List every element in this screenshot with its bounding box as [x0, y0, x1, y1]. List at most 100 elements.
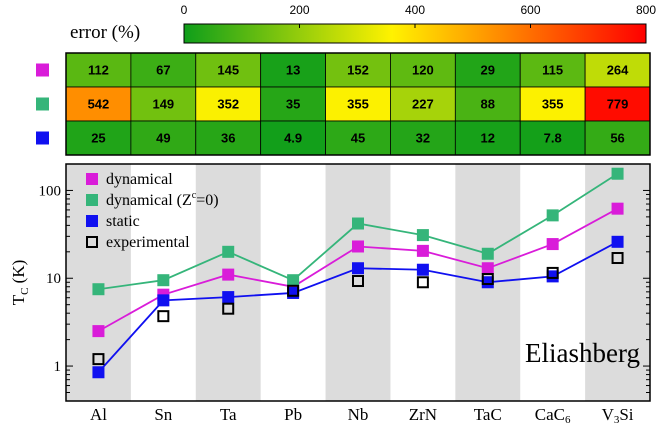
heatmap-cell [390, 120, 456, 156]
heatmap-cell-label: 152 [347, 63, 369, 78]
annotation: Eliashberg [525, 338, 640, 368]
data-point [416, 263, 429, 276]
heatmap-cell-label: 145 [217, 63, 239, 78]
x-tick-label-main: Pb [284, 405, 302, 424]
y-axis-label-unit: (K) [9, 260, 28, 288]
heatmap-cell-label: 88 [481, 97, 495, 112]
legend-marker [86, 236, 98, 248]
legend-label-main: static [106, 213, 140, 230]
legend-label-tail: =0) [196, 192, 218, 209]
data-point [611, 167, 624, 180]
x-tick-label: CaC6 [535, 405, 571, 426]
plot-frame [65, 163, 651, 402]
heatmap-cell-label: 29 [481, 63, 495, 78]
x-tick-label: Al [90, 405, 107, 424]
data-point [352, 240, 364, 253]
row-marker-2 [36, 131, 49, 145]
heatmap-cell [260, 86, 326, 122]
x-tick-label: Nb [348, 405, 369, 424]
data-point [546, 238, 559, 251]
x-tick-label-main: Sn [154, 405, 172, 424]
data-point [352, 275, 364, 288]
colorbar-tick-label: 600 [520, 3, 540, 17]
x-tick-label-tail: Si [619, 405, 633, 424]
data-point [157, 274, 170, 287]
y-tick-label: 10 [46, 271, 61, 287]
heatmap-cell-label: 56 [610, 131, 624, 146]
data-point [222, 291, 235, 304]
data-point [416, 229, 429, 242]
heatmap-cell-label: 355 [347, 97, 369, 112]
y-tick-label: 100 [39, 183, 62, 199]
heatmap-cell [195, 120, 262, 156]
data-point [287, 284, 300, 297]
legend-label: dynamical [106, 171, 173, 188]
data-point [481, 262, 494, 275]
heatmap-cell-label: 49 [156, 131, 170, 146]
x-tick-label-main: Ta [220, 405, 237, 424]
heatmap-cell-label: 67 [156, 63, 170, 78]
legend-label-main: dynamical (Z [106, 192, 192, 209]
shaded-column [195, 164, 261, 401]
colorbar-tick-label: 800 [636, 3, 656, 17]
heatmap-cell-label: 13 [286, 63, 300, 78]
heatmap-cell-label: 4.9 [284, 131, 302, 146]
x-tick-label: Sn [154, 405, 172, 424]
tc-line-chart: 1 10 100 TC (K) Al Sn Ta Pb Nb ZrN TaC CaC6 V3Si dyna… [9, 163, 651, 426]
legend-label: experimental [106, 234, 190, 251]
error-heatmap: 112 67 145 13 152 120 29 115 264 542 149 352 35 355 22… [36, 52, 651, 156]
heatmap-cell [260, 52, 326, 88]
legend-label-main: experimental [106, 234, 190, 251]
data-point [287, 274, 300, 287]
y-axis-label-main: T [9, 294, 28, 305]
data-point [416, 276, 429, 289]
heatmap-cell-label: 115 [542, 63, 563, 78]
heatmap-cell-label: 264 [607, 63, 629, 78]
heatmap-cell-label: 45 [351, 131, 365, 146]
heatmap-cell-label: 227 [412, 97, 434, 112]
heatmap-cell [390, 86, 456, 122]
heatmap-cell-label: 32 [416, 131, 430, 146]
legend-label-sup: c [192, 190, 197, 201]
heatmap-cell [65, 120, 132, 156]
data-point [546, 209, 559, 222]
shaded-column [325, 164, 391, 401]
x-tick-label-main: Nb [348, 405, 369, 424]
x-tick-label-main: ZrN [409, 405, 437, 424]
heatmap-cell-label: 36 [221, 131, 235, 146]
x-tick-label-main: Al [90, 405, 107, 424]
heatmap-cell-label: 542 [88, 97, 110, 112]
heatmap-cell [519, 86, 586, 122]
data-point [416, 244, 429, 257]
colorbar-tick-label: 200 [289, 3, 309, 17]
data-point [222, 245, 235, 258]
data-point [481, 247, 494, 260]
data-point [481, 273, 494, 286]
heatmap-cell [584, 52, 651, 88]
heatmap-cell [584, 120, 651, 156]
x-tick-label-main: TaC [474, 405, 502, 424]
heatmap-cell-label: 112 [88, 63, 109, 78]
y-axis-label: TC (K) [9, 260, 31, 306]
data-point [157, 294, 170, 307]
legend-label: dynamical (Zc=0) [106, 190, 219, 209]
heatmap-cell-label: 120 [412, 63, 434, 78]
heatmap-cell [325, 86, 391, 122]
data-point [222, 268, 235, 281]
x-tick-label-main: V [602, 405, 615, 424]
y-tick-label: 1 [54, 359, 62, 375]
heatmap-cell [195, 52, 262, 88]
colorbar-ticks: 0 200 400 600 800 [181, 3, 656, 28]
heatmap-cell-label: 7.8 [544, 131, 562, 146]
x-tick-label-sub: 6 [565, 414, 571, 426]
data-point [222, 302, 235, 315]
data-point [157, 310, 170, 323]
data-point [92, 325, 105, 338]
heatmap-cell-label: 25 [91, 131, 105, 146]
data-point [92, 366, 105, 379]
legend-marker [86, 215, 98, 227]
heatmap-cell-label: 779 [607, 97, 629, 112]
data-point [546, 266, 559, 279]
row-marker-0 [36, 63, 49, 77]
x-tick-label: ZrN [409, 405, 437, 424]
